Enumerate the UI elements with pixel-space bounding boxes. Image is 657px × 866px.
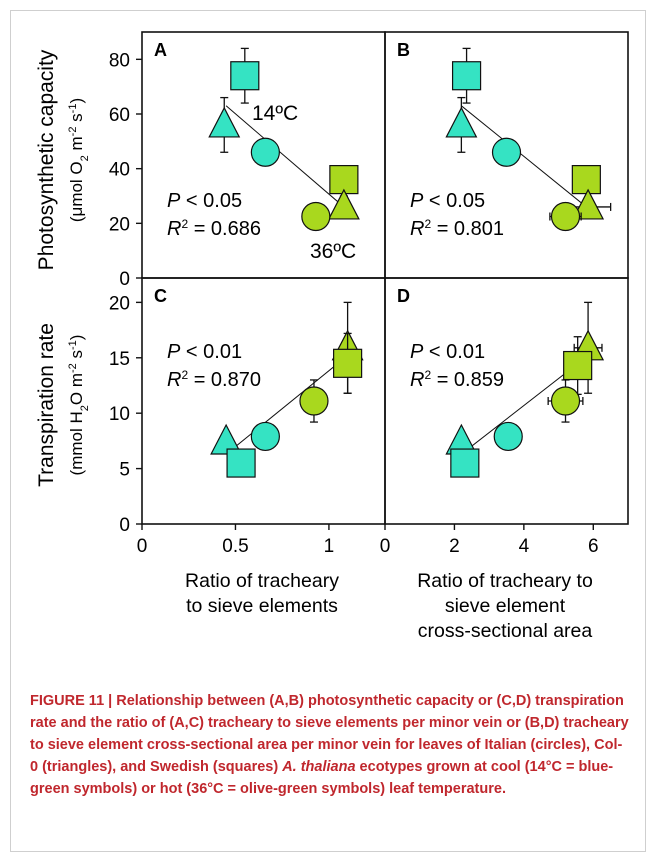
point-B-col-0-cool bbox=[445, 106, 478, 138]
caption-species: A. thaliana bbox=[282, 759, 356, 775]
xtick-label-D-1: 2 bbox=[449, 536, 460, 557]
point-D-swedish-hot bbox=[563, 350, 593, 381]
xlabel-D-line1: Ratio of tracheary to bbox=[417, 570, 593, 592]
xlabel-D-line3: cross-sectional area bbox=[418, 620, 593, 642]
xtick-label-D-3: 6 bbox=[588, 536, 599, 557]
point-B-col-0-hot bbox=[572, 188, 605, 220]
ytick-label-C-4: 20 bbox=[109, 293, 130, 314]
ylabel-A: Photosynthetic capacity (μmol O2 m-2 s-1… bbox=[35, 49, 91, 270]
point-C-swedish-hot bbox=[333, 348, 363, 378]
point-D-italian-cool bbox=[493, 421, 523, 452]
point-B-swedish-cool bbox=[451, 61, 482, 91]
fit-line-C bbox=[225, 355, 348, 455]
caption-tail: ecotypes grown at cool (14°C = blue-gree… bbox=[30, 759, 614, 797]
panel-letter-D: D bbox=[397, 286, 410, 306]
figure-caption: FIGURE 11 | Relationship between (A,B) p… bbox=[30, 690, 630, 800]
caption-lead: FIGURE 11 | Relationship between (A,B) p… bbox=[30, 693, 629, 775]
stat-r2-C: R2 = 0.870 bbox=[167, 368, 261, 391]
ylabel-C-line2: (mmol H2O m-2 s-1) bbox=[67, 335, 91, 476]
xlabel-D-line2: sieve element bbox=[445, 595, 566, 617]
panel-letter-B: B bbox=[397, 40, 410, 60]
xtick-label-C-0: 0 bbox=[137, 536, 148, 557]
point-A-swedish-cool bbox=[230, 61, 260, 91]
stat-p-A: P < 0.05 bbox=[167, 190, 242, 212]
point-B-italian-cool bbox=[491, 137, 522, 167]
panel-C-frame bbox=[141, 277, 386, 525]
point-A-col-0-cool bbox=[208, 106, 241, 138]
ytick-label-A-0: 0 bbox=[119, 269, 130, 290]
ylabel-C-line1: Transpiration rate bbox=[35, 323, 58, 487]
ylabel-A-line2: (μmol O2 m-2 s-1) bbox=[67, 98, 91, 222]
annotation-cool-A: 14ºC bbox=[252, 102, 298, 125]
ytick-label-C-3: 15 bbox=[109, 349, 130, 370]
point-C-swedish-cool bbox=[226, 448, 256, 478]
panel-B: B P < 0.05 R2 = 0.801 bbox=[384, 31, 629, 279]
panel-D: 0 2 4 6 D P < 0.01 R2 = 0.859 bbox=[380, 277, 629, 557]
fit-line-B bbox=[461, 105, 587, 208]
point-A-col-0-hot bbox=[327, 188, 360, 220]
ytick-label-C-1: 5 bbox=[119, 460, 130, 481]
ytick-label-C-0: 0 bbox=[119, 515, 130, 536]
point-A-italian-cool bbox=[250, 137, 280, 167]
stat-r2-A: R2 = 0.686 bbox=[167, 217, 261, 240]
point-D-italian-hot bbox=[550, 386, 581, 416]
panel-D-frame bbox=[384, 277, 629, 525]
annotation-hot-A: 36ºC bbox=[310, 240, 356, 263]
ytick-label-A-2: 40 bbox=[109, 160, 130, 181]
ylabel-C: Transpiration rate (mmol H2O m-2 s-1) bbox=[35, 323, 91, 487]
stat-p-C: P < 0.01 bbox=[167, 341, 242, 363]
point-B-italian-hot bbox=[550, 201, 581, 232]
panel-letter-A: A bbox=[154, 40, 167, 60]
point-C-italian-hot bbox=[299, 386, 329, 416]
xlabel-C-line1: Ratio of tracheary bbox=[185, 570, 339, 592]
panel-A: 0 20 40 60 80 A P < 0.05 R2 = 0.686 14ºC 36ºC bbox=[109, 31, 386, 290]
point-D-swedish-cool bbox=[450, 448, 480, 478]
stat-p-B: P < 0.05 bbox=[410, 190, 485, 212]
panel-letter-C: C bbox=[154, 286, 167, 306]
fit-line-A bbox=[225, 105, 345, 208]
xtick-label-C-1: 0.5 bbox=[222, 536, 248, 557]
ylabel-A-line1: Photosynthetic capacity bbox=[35, 49, 58, 270]
stat-r2-D: R2 = 0.859 bbox=[410, 368, 504, 391]
point-C-italian-cool bbox=[250, 421, 280, 452]
stat-r2-B: R2 = 0.801 bbox=[410, 217, 504, 240]
ytick-label-C-2: 10 bbox=[109, 404, 130, 425]
xtick-label-D-0: 0 bbox=[380, 536, 391, 557]
point-C-col-0-cool bbox=[210, 423, 243, 455]
ytick-label-A-1: 20 bbox=[109, 214, 130, 235]
ytick-label-A-4: 80 bbox=[109, 50, 130, 71]
ytick-label-A-3: 60 bbox=[109, 105, 130, 126]
xlabel-C-line2: to sieve elements bbox=[186, 595, 338, 617]
panel-C: 0 5 10 15 20 0 0.5 1 C P < 0.01 R2 = 0.870 bbox=[109, 277, 386, 557]
point-B-swedish-hot bbox=[571, 165, 601, 195]
figure-11-chart: Photosynthetic capacity (μmol O2 m-2 s-1… bbox=[35, 31, 629, 642]
point-A-italian-hot bbox=[301, 201, 331, 232]
stat-p-D: P < 0.01 bbox=[410, 341, 485, 363]
figure-frame bbox=[10, 10, 646, 852]
xtick-label-D-2: 4 bbox=[519, 536, 530, 557]
xtick-label-C-2: 1 bbox=[324, 536, 335, 557]
